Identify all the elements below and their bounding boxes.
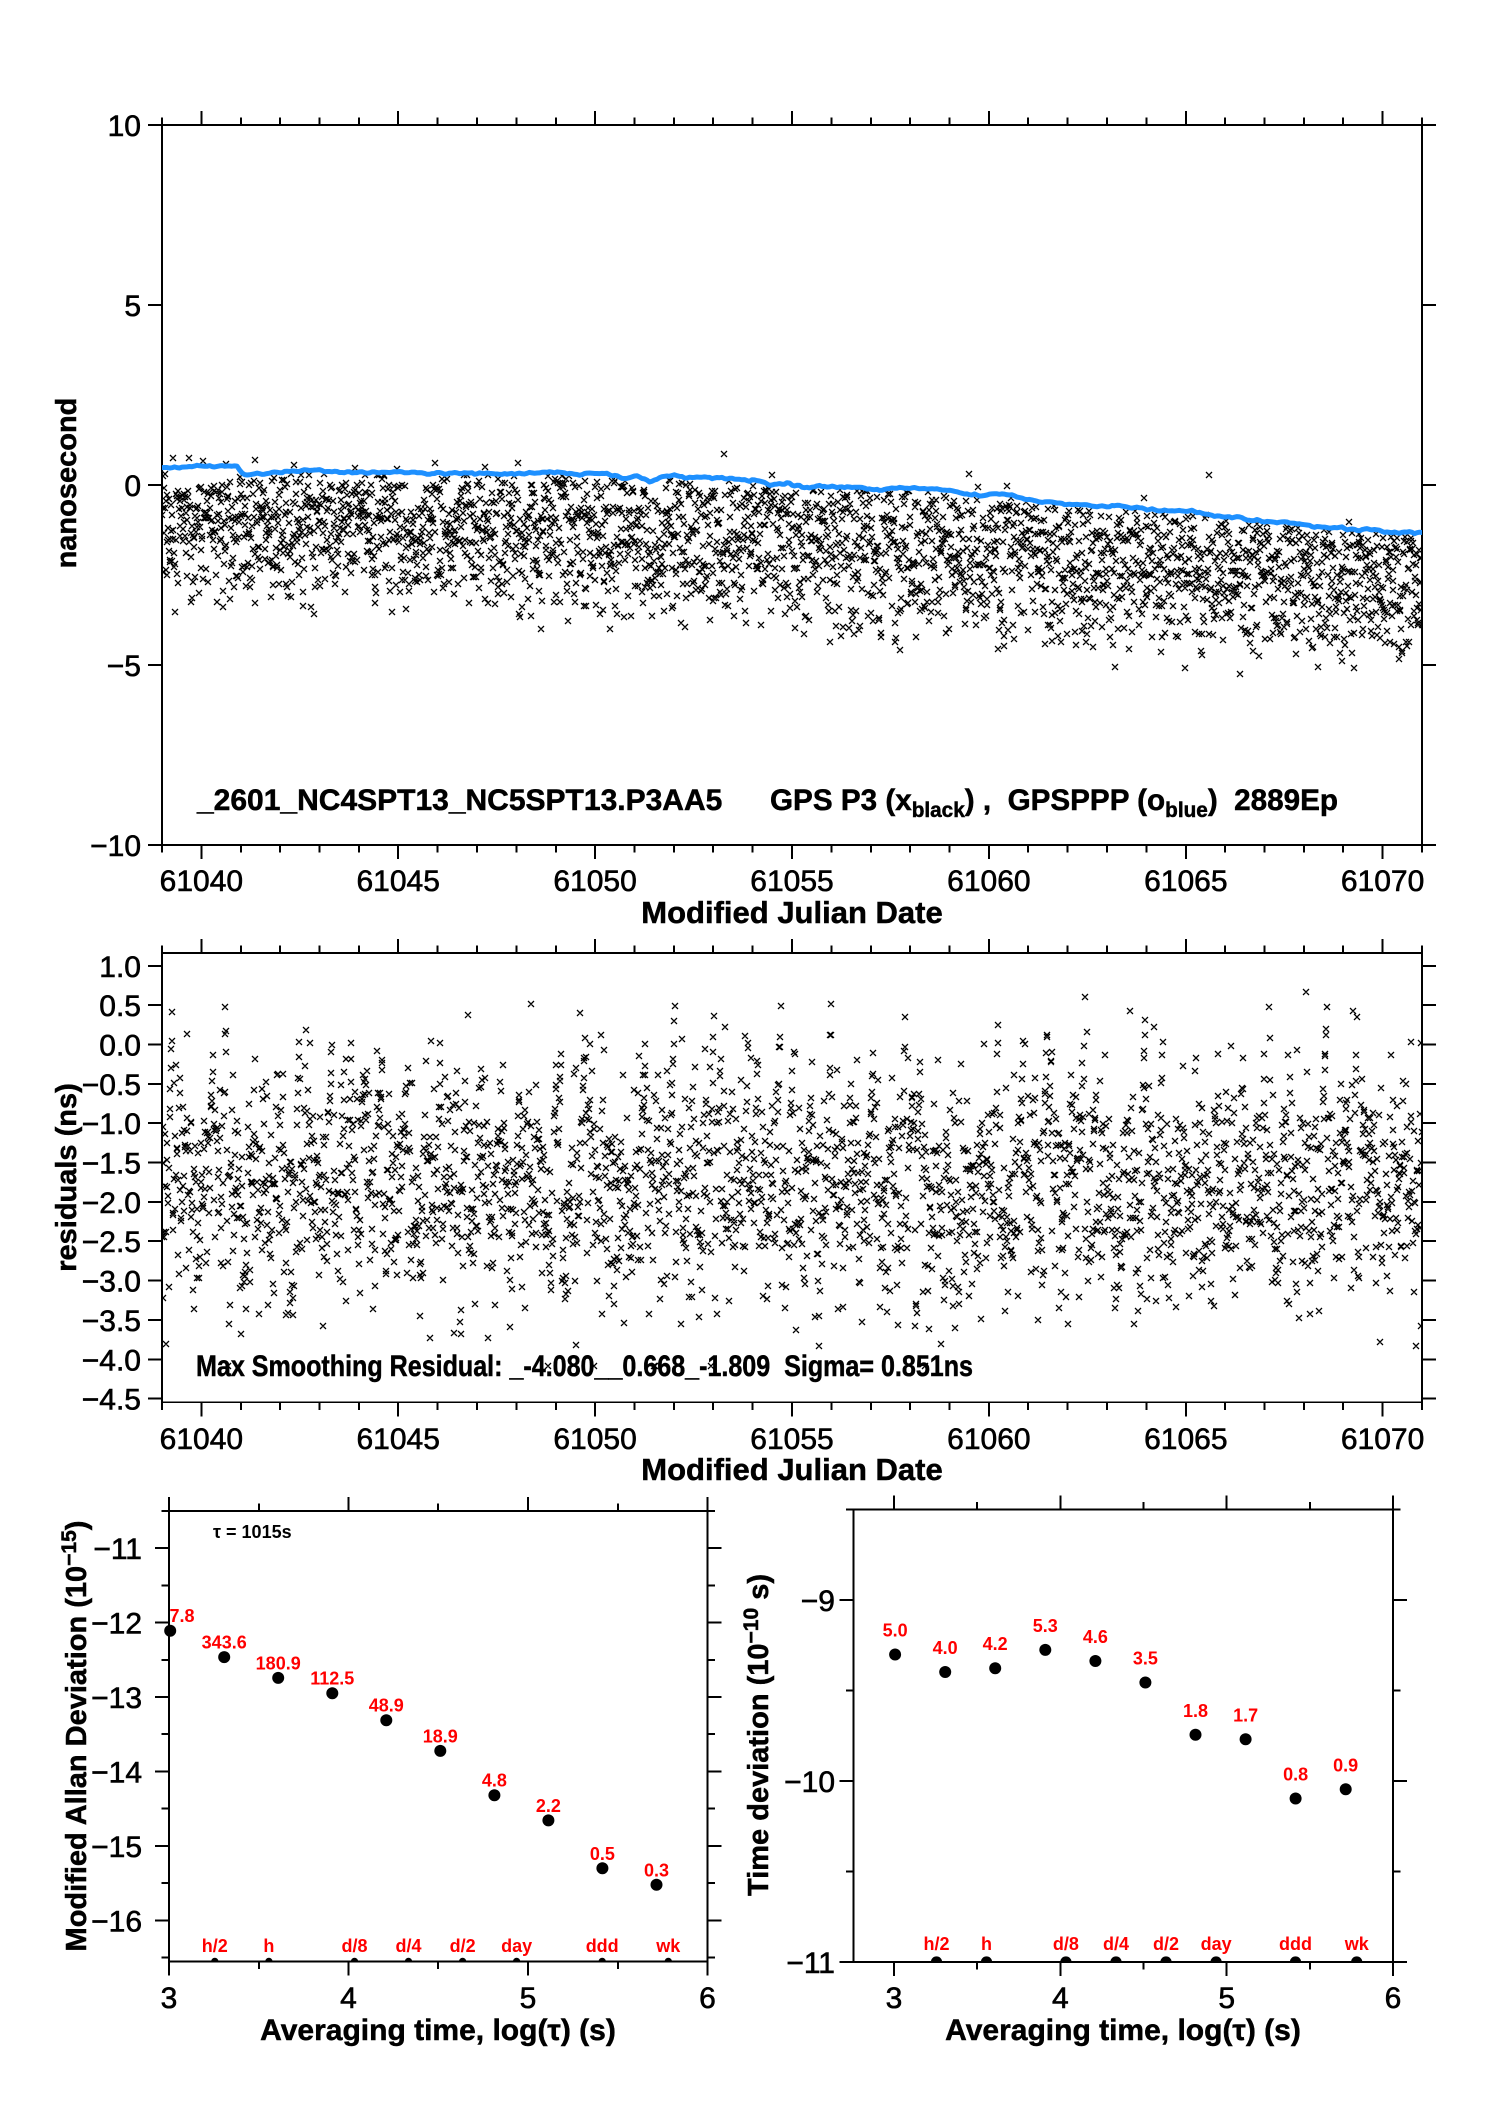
svg-text:4.0: 4.0 (933, 1638, 958, 1658)
svg-text:0.0: 0.0 (99, 1030, 141, 1063)
svg-text:GPS P3 (xblack) , GPSPPP (obl: GPS P3 (xblack) , GPSPPP (oblue) 2889Ep (770, 784, 1338, 822)
svg-text:1.8: 1.8 (1183, 1701, 1208, 1721)
svg-text:6: 6 (1385, 1982, 1402, 2015)
svg-text:h/2: h/2 (202, 1936, 228, 1956)
svg-text:61055: 61055 (750, 1423, 833, 1456)
svg-text:−12: −12 (91, 1608, 142, 1641)
svg-text:−3.5: −3.5 (82, 1305, 141, 1338)
svg-text:48.9: 48.9 (369, 1696, 404, 1716)
svg-text:−2.0: −2.0 (82, 1187, 141, 1220)
svg-text:4: 4 (340, 1982, 357, 2015)
svg-text:0.9: 0.9 (1333, 1755, 1358, 1775)
svg-text:Averaging time, log(τ) (s): Averaging time, log(τ) (s) (945, 2014, 1301, 2047)
svg-text:−2.5: −2.5 (82, 1226, 141, 1259)
svg-text:0.5: 0.5 (99, 990, 141, 1023)
svg-text:Averaging time, log(τ) (s): Averaging time, log(τ) (s) (260, 2014, 616, 2047)
svg-text:0: 0 (124, 470, 141, 503)
svg-text:d/8: d/8 (1053, 1934, 1079, 1954)
svg-text:d/2: d/2 (450, 1936, 476, 1956)
svg-text:4: 4 (1052, 1982, 1069, 2015)
svg-text:_2601_NC4SPT13_NC5SPT13.P3AA5: _2601_NC4SPT13_NC5SPT13.P3AA5 (196, 784, 722, 817)
svg-text:3: 3 (161, 1982, 178, 2015)
svg-text:343.6: 343.6 (202, 1633, 247, 1653)
svg-text:d/4: d/4 (1103, 1934, 1129, 1954)
svg-text:−13: −13 (91, 1682, 142, 1715)
svg-text:61070: 61070 (1341, 1423, 1424, 1456)
svg-text:−15: −15 (91, 1831, 142, 1864)
svg-text:7.8: 7.8 (169, 1606, 194, 1626)
svg-text:1.7: 1.7 (1233, 1705, 1258, 1725)
svg-text:d/8: d/8 (341, 1936, 367, 1956)
svg-text:−5: −5 (107, 650, 141, 683)
svg-text:h/2: h/2 (923, 1934, 949, 1954)
svg-text:ddd: ddd (586, 1936, 619, 1956)
svg-text:180.9: 180.9 (256, 1653, 301, 1673)
svg-text:5: 5 (520, 1982, 537, 2015)
svg-text:−1.5: −1.5 (82, 1148, 141, 1181)
svg-text:−11: −11 (93, 1533, 142, 1566)
svg-text:ddd: ddd (1279, 1934, 1312, 1954)
svg-text:0.8: 0.8 (1283, 1765, 1308, 1785)
svg-text:d/4: d/4 (395, 1936, 421, 1956)
svg-text:−4.5: −4.5 (82, 1384, 141, 1417)
svg-text:5: 5 (1218, 1982, 1235, 2015)
svg-text:Modified Julian Date: Modified Julian Date (641, 895, 942, 930)
svg-text:day: day (501, 1936, 532, 1956)
svg-text:3.5: 3.5 (1133, 1649, 1158, 1669)
svg-text:2.2: 2.2 (536, 1796, 561, 1816)
svg-text:Modified Allan Deviation (10−1: Modified Allan Deviation (10−15) (58, 1521, 93, 1952)
svg-text:5.3: 5.3 (1033, 1616, 1058, 1636)
svg-text:nanosecond: nanosecond (51, 398, 83, 569)
svg-text:−3.0: −3.0 (82, 1266, 141, 1299)
svg-text:61045: 61045 (356, 1423, 439, 1456)
svg-text:τ = 1015s: τ = 1015s (213, 1522, 292, 1542)
svg-text:61060: 61060 (947, 865, 1030, 898)
svg-text:61050: 61050 (553, 1423, 636, 1456)
svg-text:61050: 61050 (553, 865, 636, 898)
svg-text:−11: −11 (786, 1947, 835, 1980)
svg-text:4.2: 4.2 (983, 1634, 1008, 1654)
svg-text:4.6: 4.6 (1083, 1627, 1108, 1647)
svg-text:5.0: 5.0 (883, 1621, 908, 1641)
svg-text:61055: 61055 (750, 865, 833, 898)
svg-text:−4.0: −4.0 (82, 1344, 141, 1377)
svg-text:Modified Julian Date: Modified Julian Date (641, 1452, 942, 1487)
svg-text:h: h (981, 1934, 992, 1954)
svg-text:61070: 61070 (1341, 865, 1424, 898)
svg-text:4.8: 4.8 (482, 1771, 507, 1791)
svg-text:61040: 61040 (160, 1423, 243, 1456)
svg-text:5: 5 (124, 290, 141, 323)
svg-text:61060: 61060 (947, 1423, 1030, 1456)
svg-text:−14: −14 (91, 1757, 142, 1790)
svg-text:Max Smoothing Residual: _-4.08: Max Smoothing Residual: _-4.080__0.668_-… (196, 1350, 973, 1383)
svg-text:6: 6 (699, 1982, 716, 2015)
svg-text:1.0: 1.0 (99, 951, 141, 984)
svg-text:0.5: 0.5 (590, 1844, 615, 1864)
svg-text:61065: 61065 (1144, 1423, 1227, 1456)
svg-text:day: day (1201, 1934, 1232, 1954)
svg-text:wk: wk (655, 1936, 681, 1956)
svg-text:0.3: 0.3 (644, 1860, 669, 1880)
svg-text:residuals (ns): residuals (ns) (51, 1083, 83, 1272)
svg-text:18.9: 18.9 (423, 1726, 458, 1746)
svg-text:10: 10 (108, 110, 141, 143)
svg-text:−1.0: −1.0 (82, 1108, 141, 1141)
svg-text:61040: 61040 (160, 865, 243, 898)
svg-text:3: 3 (886, 1982, 903, 2015)
svg-text:61065: 61065 (1144, 865, 1227, 898)
svg-text:−9: −9 (801, 1585, 835, 1618)
svg-text:−10: −10 (784, 1766, 835, 1799)
svg-text:61045: 61045 (356, 865, 439, 898)
svg-text:112.5: 112.5 (310, 1669, 354, 1689)
svg-text:−16: −16 (91, 1905, 142, 1938)
svg-text:−0.5: −0.5 (82, 1069, 141, 1102)
svg-text:h: h (263, 1936, 274, 1956)
svg-text:wk: wk (1344, 1934, 1370, 1954)
svg-text:d/2: d/2 (1153, 1934, 1179, 1954)
svg-text:−10: −10 (90, 830, 141, 863)
